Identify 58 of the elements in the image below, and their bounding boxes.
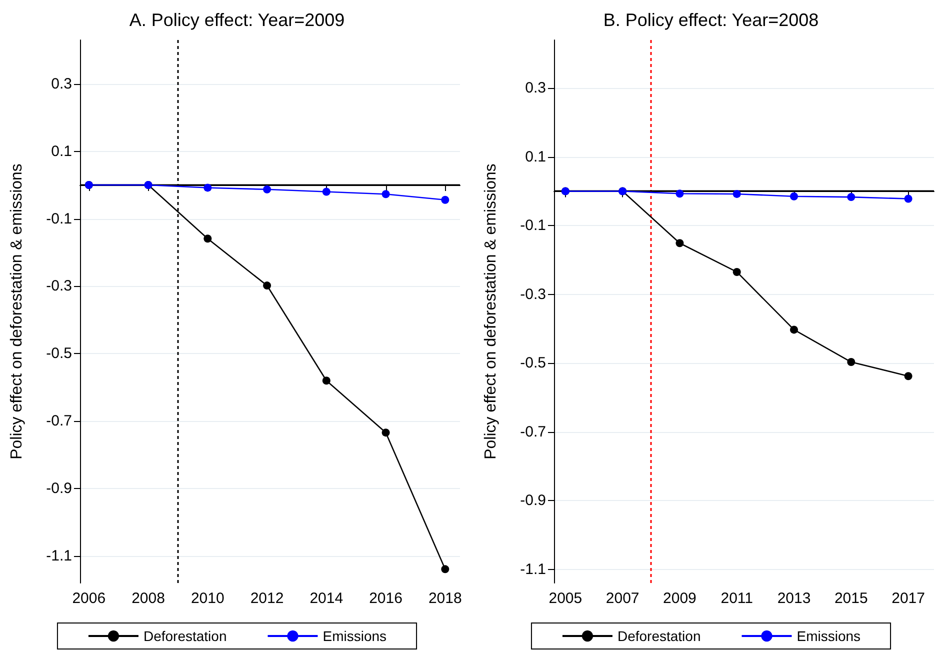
x-tick-label: 2017 — [892, 590, 925, 607]
chart-title: B. Policy effect: Year=2008 — [603, 10, 819, 30]
y-tick-label: 0.1 — [51, 142, 72, 160]
point — [847, 193, 856, 202]
point — [263, 282, 272, 290]
y-tick-label: -0.9 — [46, 480, 72, 498]
point — [322, 188, 330, 196]
x-tick-label: 2011 — [720, 590, 753, 607]
point — [441, 196, 450, 204]
point — [732, 190, 741, 198]
point — [790, 326, 798, 334]
x-tick-label: 2016 — [369, 590, 402, 607]
y-axis-title: Policy effect on deforestation & emissions — [482, 164, 500, 460]
x-tick-label: 2006 — [72, 590, 106, 607]
point — [676, 190, 684, 198]
point — [382, 190, 390, 198]
x-tick-label: 2012 — [250, 590, 284, 607]
y-tick-label: -0.9 — [520, 492, 546, 510]
y-tick-label: -0.5 — [46, 345, 72, 362]
point — [904, 194, 912, 203]
y-tick-label: 0.1 — [525, 148, 546, 166]
legend-label: Deforestation — [617, 628, 701, 644]
y-tick-label: -1.1 — [520, 560, 546, 578]
x-tick-label: 2009 — [663, 590, 696, 607]
chart-title: A. Policy effect: Year=2009 — [129, 10, 345, 30]
point — [204, 234, 212, 243]
legend-label: Emissions — [322, 628, 387, 644]
y-tick-label: 0.3 — [51, 75, 72, 92]
x-tick-label: 2018 — [428, 590, 462, 607]
y-tick-label: -0.3 — [46, 278, 72, 295]
x-tick-label: 2007 — [606, 590, 640, 607]
y-tick-label: -0.1 — [520, 217, 546, 234]
point — [904, 372, 912, 380]
point — [847, 358, 856, 366]
x-tick-label: 2005 — [548, 590, 582, 607]
x-tick-label: 2010 — [190, 590, 224, 607]
point — [382, 428, 390, 437]
point — [322, 376, 330, 385]
legend-label: Emissions — [796, 628, 861, 644]
point — [790, 192, 798, 200]
point — [263, 185, 272, 194]
y-tick-label: -0.7 — [520, 423, 546, 440]
y-tick-label: -0.5 — [520, 354, 546, 372]
point — [441, 565, 450, 574]
x-tick-label: 2013 — [777, 590, 811, 607]
y-tick-label: -1.1 — [46, 548, 72, 565]
y-tick-label: -0.1 — [46, 210, 72, 228]
y-tick-label: 0.3 — [525, 80, 546, 97]
point — [732, 268, 741, 276]
legend-label: Deforestation — [143, 628, 227, 644]
x-tick-label: 2008 — [132, 590, 165, 607]
x-tick-label: 2015 — [834, 590, 868, 607]
y-axis-title: Policy effect on deforestation & emissions — [8, 164, 26, 460]
point — [676, 239, 684, 248]
x-tick-label: 2014 — [310, 590, 344, 607]
point — [204, 184, 212, 192]
y-tick-label: -0.3 — [520, 286, 546, 303]
y-tick-label: -0.7 — [46, 412, 72, 430]
